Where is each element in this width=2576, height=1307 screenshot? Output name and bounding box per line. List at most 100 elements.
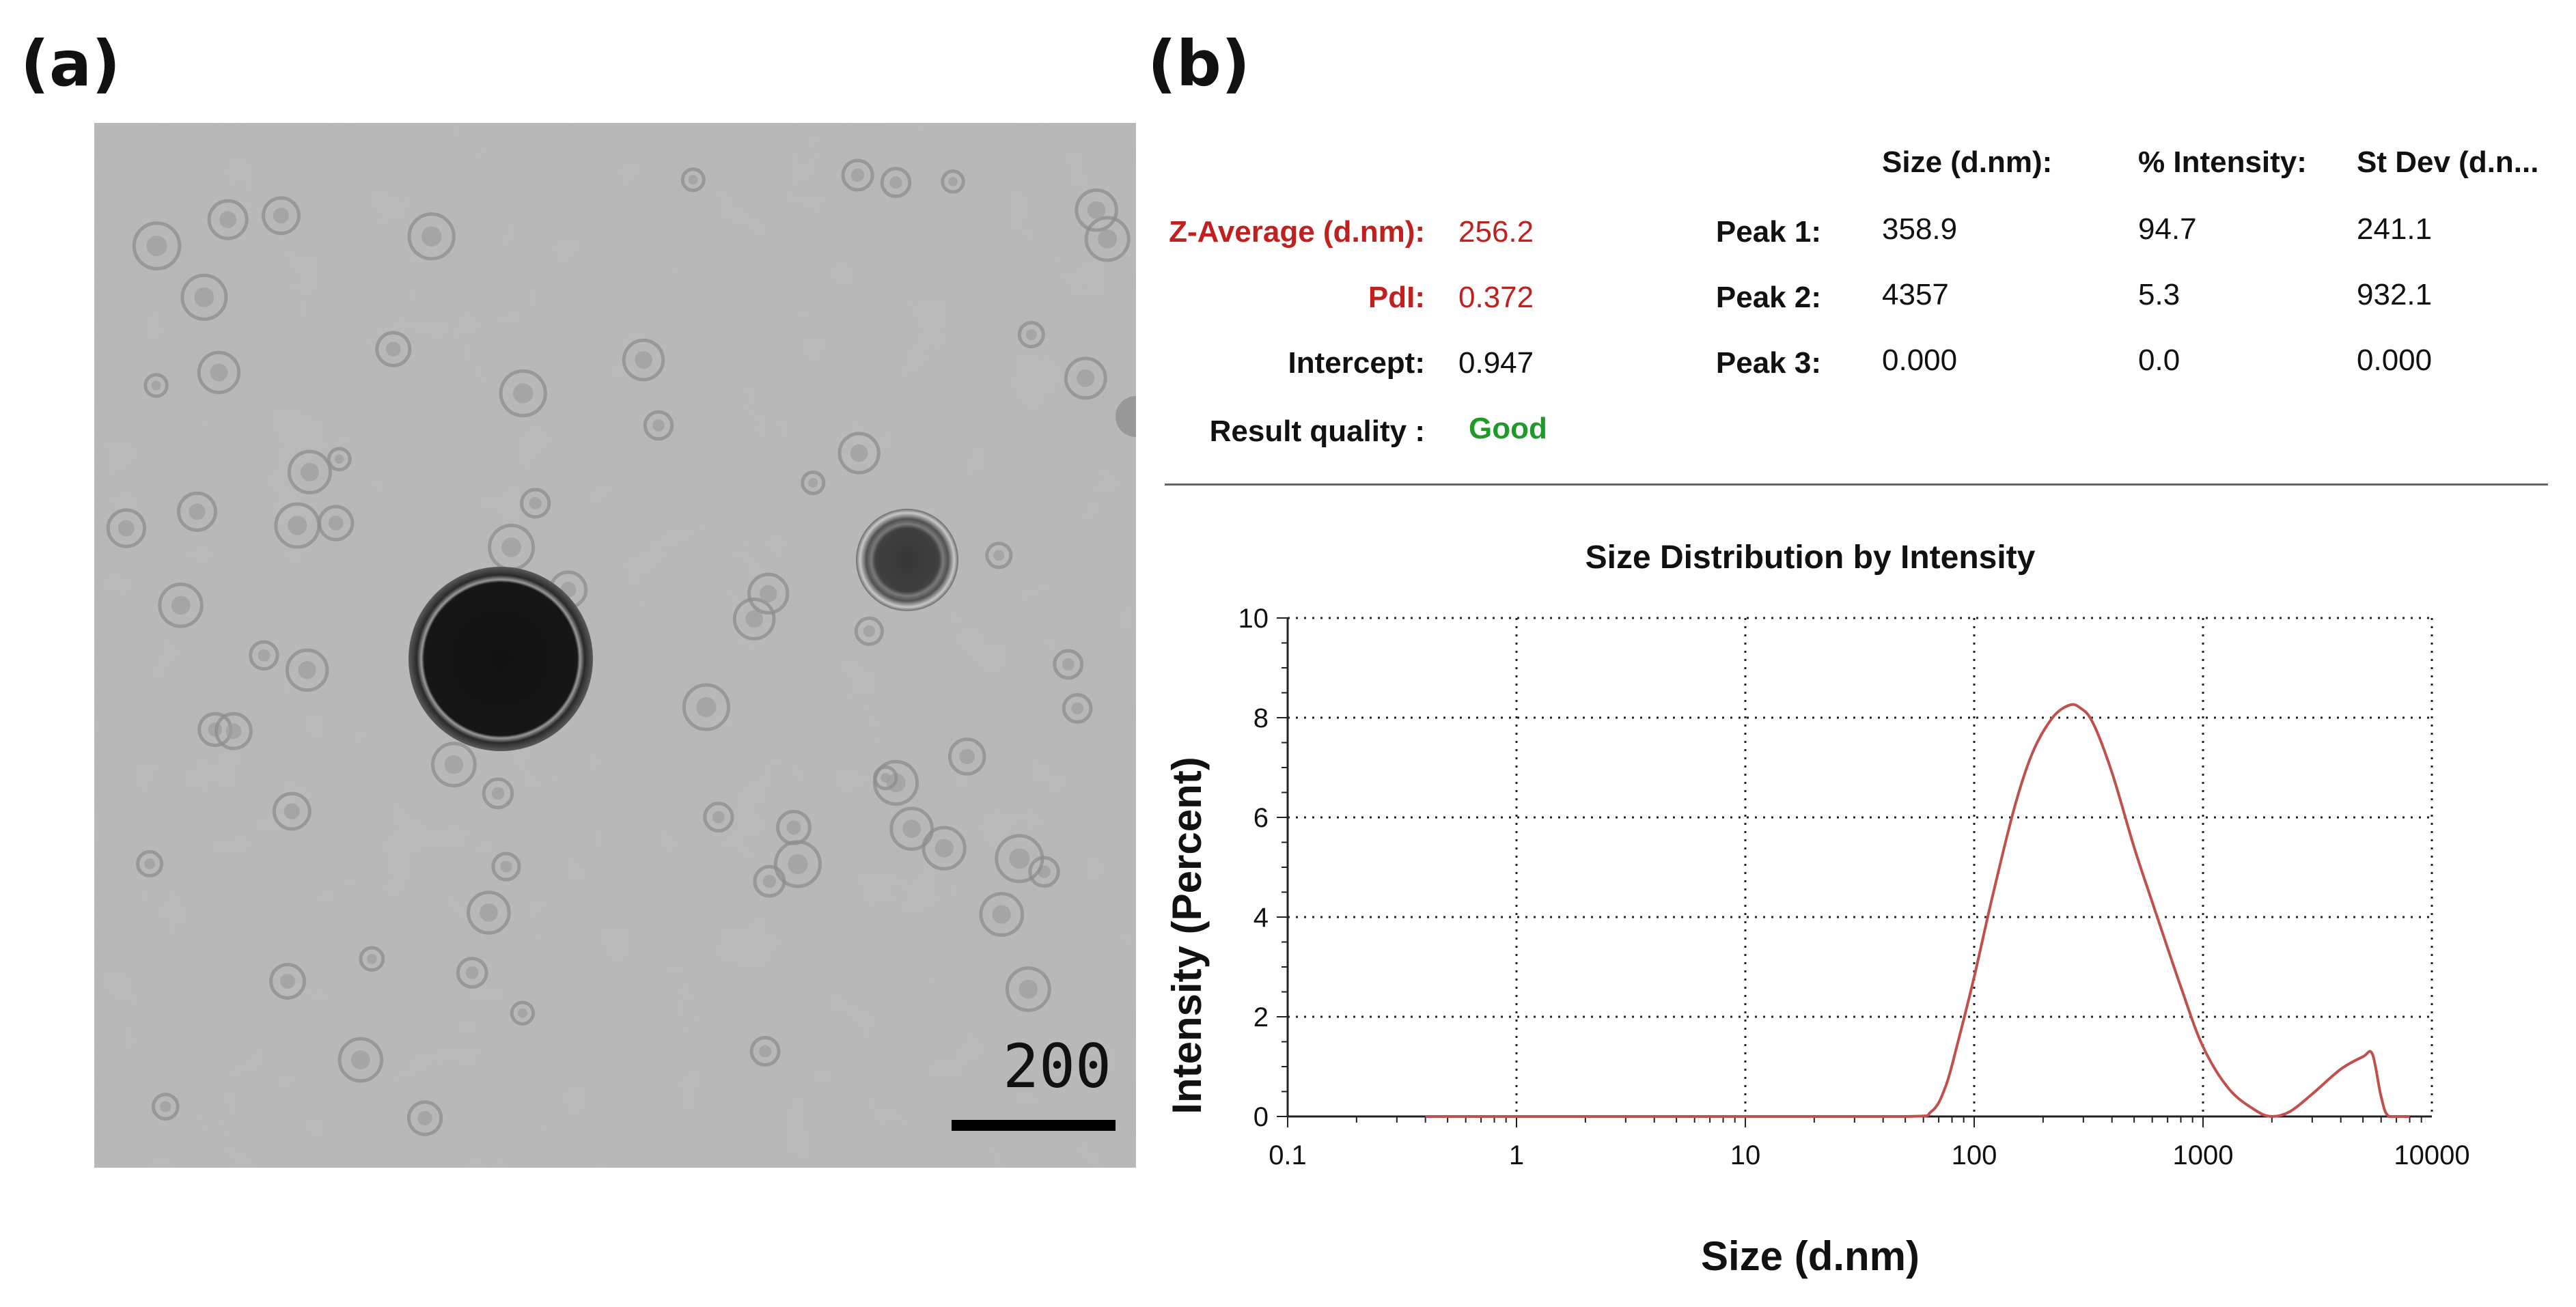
small-vesicle	[995, 834, 1044, 884]
small-vesicle	[491, 852, 521, 882]
pdi-label: PdI:	[1368, 281, 1425, 314]
x-tick-label: 1	[1509, 1140, 1524, 1170]
small-vesicle-core	[210, 363, 228, 382]
small-vesicle-core	[225, 723, 242, 740]
small-vesicle-core	[334, 454, 344, 464]
small-vesicle-core	[283, 803, 301, 819]
y-axis-label: Intensity (Percent)	[1164, 757, 1210, 1114]
scale-bar	[952, 1120, 1116, 1131]
small-vesicle	[510, 1000, 536, 1026]
small-vesicle	[682, 683, 730, 731]
small-vesicle	[176, 491, 218, 532]
small-vesicle	[947, 737, 986, 776]
small-vesicle	[272, 791, 311, 831]
small-vesicle-core	[1062, 658, 1075, 671]
small-vesicle	[106, 508, 147, 548]
small-vesicle-core	[417, 1110, 432, 1126]
small-vesicle	[262, 196, 301, 236]
y-tick-label: 6	[1254, 803, 1269, 833]
x-tick-label: 100	[1952, 1140, 1997, 1170]
result-quality-value: Good	[1469, 412, 1547, 445]
small-vesicle	[776, 809, 812, 845]
small-vesicle-core	[635, 351, 652, 369]
header-stdev: St Dev (d.n...	[2357, 145, 2539, 179]
panel-label-b: (b)	[1148, 27, 1250, 100]
small-vesicle	[407, 212, 456, 261]
small-vesicle	[703, 801, 734, 833]
small-vesicle-core	[146, 236, 167, 257]
small-vesicle	[274, 502, 321, 549]
small-vesicle	[732, 598, 776, 641]
chart-grid	[1288, 617, 2433, 1116]
small-vesicle-core	[194, 287, 214, 307]
small-vesicle	[622, 338, 665, 382]
small-vesicle	[1028, 856, 1060, 888]
peak-3-label: Peak 3:	[1715, 346, 1821, 380]
small-vesicle	[880, 167, 912, 199]
small-vesicle	[749, 1036, 781, 1067]
small-vesicle	[801, 470, 826, 496]
small-vesicle	[985, 542, 1013, 570]
small-vesicle-core	[1019, 979, 1038, 999]
small-vesicle-core	[273, 208, 290, 224]
small-vesicle	[269, 962, 307, 1000]
small-vesicle-core	[151, 380, 161, 391]
small-vesicle-core	[491, 787, 505, 800]
small-vesicle-core	[421, 226, 442, 247]
small-vesicle	[1005, 966, 1051, 1012]
small-vesicle-core	[117, 520, 135, 537]
peak-1-size: 358.9	[1882, 212, 1958, 246]
small-vesicle	[285, 648, 329, 692]
small-vesicle	[287, 449, 332, 494]
small-vesicle-core	[501, 537, 522, 557]
small-vesicle	[375, 331, 412, 367]
y-tick-label: 0	[1254, 1102, 1269, 1132]
small-vesicle	[680, 167, 706, 193]
small-vesicle	[456, 957, 488, 989]
peak-1-stdev: 241.1	[2357, 212, 2433, 246]
header-intensity: % Intensity:	[2138, 145, 2307, 179]
peak-1-intensity: 94.7	[2138, 212, 2197, 246]
small-vesicle-core	[1087, 201, 1106, 219]
series-line-intensity	[1425, 703, 2410, 1119]
tem-micrograph: 200 nm	[94, 123, 1136, 1168]
result-quality-label: Result quality :	[1209, 414, 1425, 448]
small-vesicle-core	[902, 819, 922, 839]
small-vesicle-core	[189, 503, 206, 520]
small-vesicle	[214, 712, 253, 750]
small-vesicle	[837, 432, 881, 475]
small-vesicle-core	[1025, 329, 1037, 340]
small-vesicle-core	[385, 341, 401, 357]
small-vesicle	[359, 946, 385, 972]
small-vesicle-core	[696, 697, 717, 718]
y-tick-label: 4	[1254, 903, 1269, 933]
small-vesicle-core	[652, 419, 665, 432]
small-vesicle	[327, 447, 352, 472]
panel-label-a: (a)	[20, 27, 121, 100]
small-vesicle	[249, 640, 279, 671]
small-vesicle	[854, 616, 884, 646]
small-vesicle	[922, 826, 967, 871]
size-distribution-chart: Size Distribution by Intensity 0.1 1 10 100…	[1164, 539, 2470, 1279]
small-vesicle-core	[889, 176, 902, 189]
section-divider	[1165, 483, 2548, 486]
small-vesicle-core	[959, 748, 975, 765]
small-vesicle	[406, 1100, 443, 1136]
small-vesicle-core	[144, 858, 156, 869]
pdi-value: 0.372	[1458, 281, 1534, 314]
chart-title: Size Distribution by Intensity	[1585, 539, 2036, 576]
small-vesicle-core	[850, 168, 865, 182]
small-vesicle-core	[500, 860, 512, 873]
small-vesicle-core	[513, 383, 534, 404]
small-vesicle-core	[1077, 369, 1095, 387]
small-vesicle-core	[948, 177, 958, 186]
small-vesicle	[1075, 188, 1118, 232]
small-vesicle	[482, 777, 514, 810]
small-vesicle	[143, 373, 169, 398]
small-vesicle-core	[992, 905, 1011, 924]
peak-3-stdev: 0.000	[2357, 343, 2433, 377]
small-vesicle-core	[351, 1050, 370, 1069]
small-vesicle-core	[529, 496, 542, 509]
small-vesicle	[431, 742, 477, 788]
small-vesicle-core	[328, 516, 344, 531]
